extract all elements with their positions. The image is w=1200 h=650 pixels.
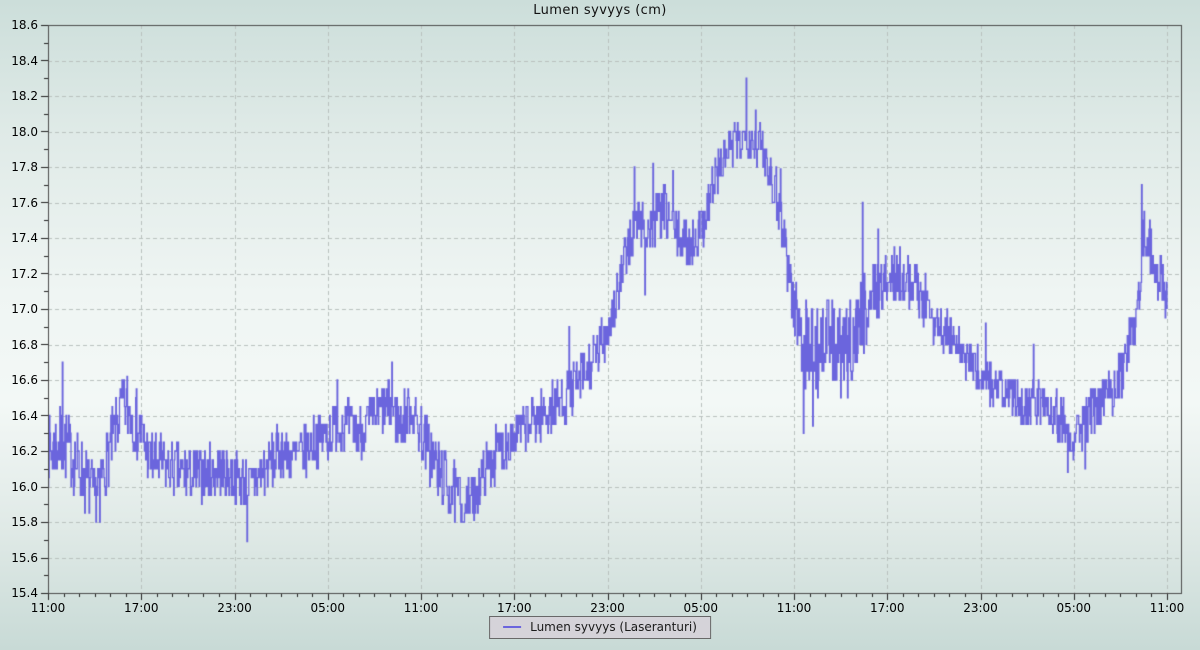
y-tick-label: 18.6 <box>11 18 38 32</box>
y-tick-label: 15.6 <box>11 550 38 565</box>
x-tick-label: 23:00 <box>963 601 998 615</box>
x-tick-label: 11:00 <box>1149 601 1185 615</box>
x-tick-label: 17:00 <box>123 601 159 615</box>
x-tick-label: 23:00 <box>590 601 625 615</box>
y-tick-label: 15.4 <box>11 586 38 600</box>
x-tick-label: 11:00 <box>30 601 66 615</box>
legend-line-swatch <box>503 626 522 628</box>
y-tick-label: 18.0 <box>11 124 38 139</box>
y-tick-label: 16.0 <box>11 479 38 494</box>
x-tick-label: 11:00 <box>776 601 812 615</box>
chart-title: Lumen syvyys (cm) <box>533 3 667 18</box>
y-tick-label: 17.0 <box>11 302 38 316</box>
y-tick-label: 17.8 <box>11 160 38 174</box>
legend-label: Lumen syvyys (Laseranturi) <box>530 620 697 634</box>
x-tick-label: 05:00 <box>310 601 346 615</box>
y-tick-label: 16.6 <box>11 373 38 387</box>
y-tick-label: 18.4 <box>11 53 38 68</box>
y-tick-label: 18.2 <box>11 89 38 103</box>
y-tick-label: 16.4 <box>11 408 38 423</box>
y-tick-label: 17.2 <box>11 266 38 281</box>
y-tick-label: 17.4 <box>11 231 38 245</box>
y-tick-label: 16.2 <box>11 444 38 458</box>
y-tick-label: 15.8 <box>11 515 38 529</box>
y-tick-label: 16.8 <box>11 337 38 352</box>
legend: Lumen syvyys (Laseranturi) <box>489 616 711 639</box>
x-tick-label: 11:00 <box>403 601 439 615</box>
x-tick-label: 05:00 <box>683 601 719 615</box>
x-tick-label: 23:00 <box>217 601 252 615</box>
y-tick-label: 17.6 <box>11 195 38 210</box>
x-tick-label: 17:00 <box>496 601 532 615</box>
x-tick-label: 17:00 <box>869 601 905 615</box>
x-tick-label: 05:00 <box>1056 601 1092 615</box>
